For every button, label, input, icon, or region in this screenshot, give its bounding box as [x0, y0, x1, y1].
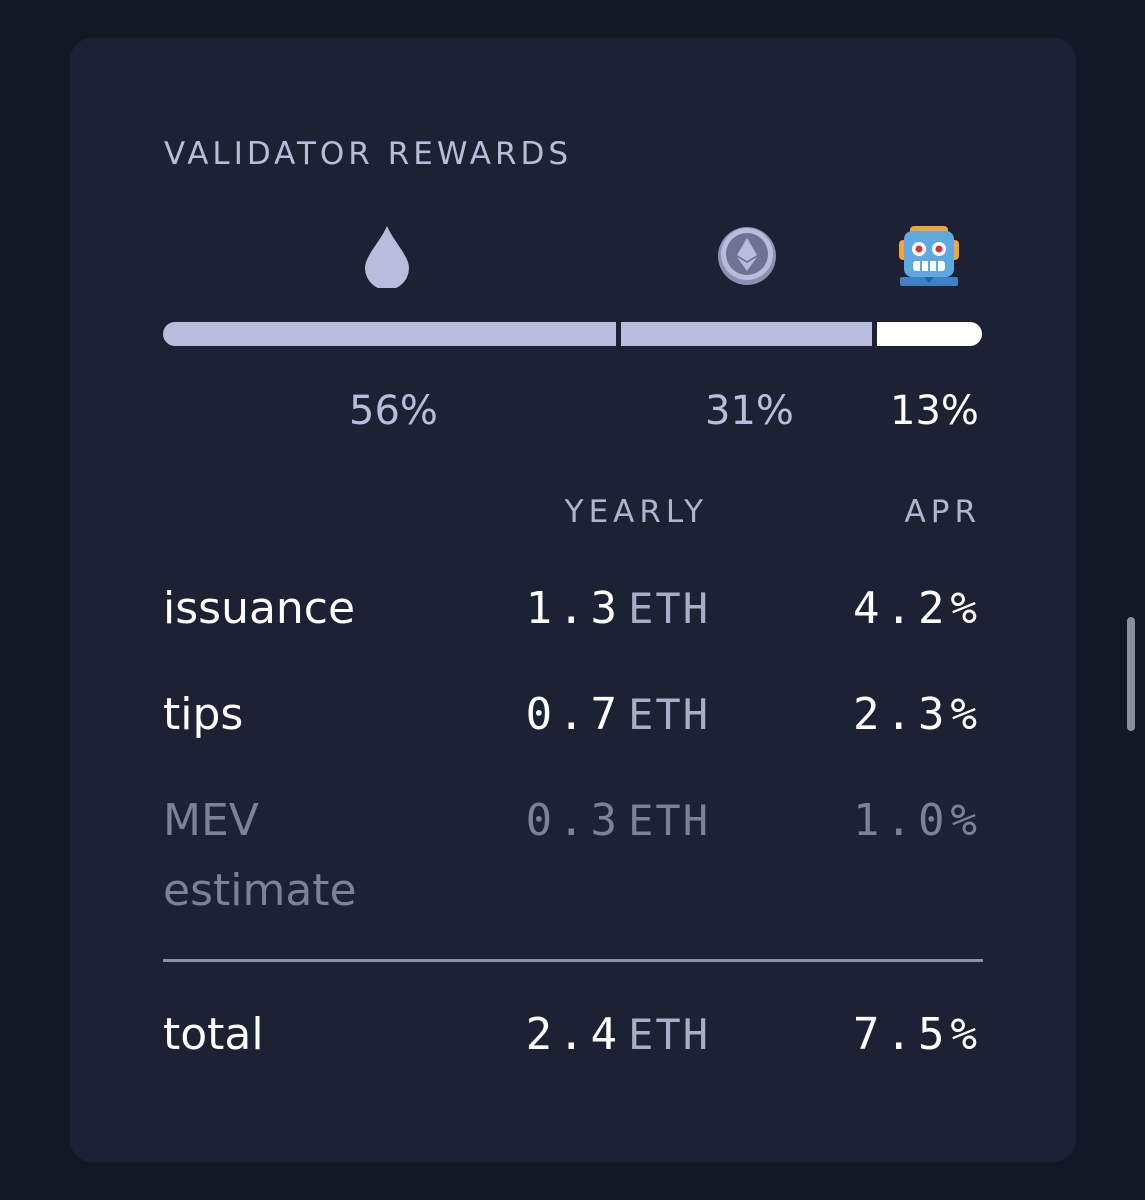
unit-label: ETH — [628, 796, 710, 845]
mev-row: MEV estimate 0.3 ETH 1.0% — [163, 786, 983, 936]
apr-value: 7.5% — [853, 1009, 983, 1060]
row-yearly: 2.4 ETH — [526, 1000, 710, 1079]
yearly-value: 1.3 — [525, 583, 624, 634]
robot-icon — [896, 224, 962, 288]
unit-label: ETH — [628, 1010, 710, 1059]
row-label: total — [163, 1009, 264, 1060]
validator-rewards-card: VALIDATOR REWARDS — [70, 38, 1076, 1162]
row-yearly: 0.7 ETH — [526, 680, 710, 759]
card-title: VALIDATOR REWARDS — [164, 136, 573, 172]
yearly-value: 0.3 — [525, 795, 624, 846]
issuance-segment — [163, 322, 617, 346]
tips-percent: 31% — [705, 388, 794, 434]
mev-segment — [876, 322, 982, 346]
total-row: total 2.4 ETH 7.5% — [163, 1000, 983, 1080]
yearly-value: 2.4 — [525, 1009, 624, 1060]
row-label: MEV estimate — [163, 795, 357, 916]
apr-value: 1.0% — [853, 795, 983, 846]
mev-percent: 13% — [890, 388, 979, 434]
tips-segment — [621, 322, 872, 346]
yearly-value: 0.7 — [525, 689, 624, 740]
unit-label: ETH — [628, 690, 710, 739]
unit-label: ETH — [628, 584, 710, 633]
total-divider — [163, 959, 983, 962]
apr-value: 4.2% — [853, 583, 983, 634]
row-yearly: 0.3 ETH — [526, 786, 710, 865]
drop-icon — [362, 224, 412, 290]
apr-column-header: APR — [904, 494, 981, 530]
ethereum-icon — [716, 224, 778, 288]
issuance-percent: 56% — [349, 388, 438, 434]
row-label: issuance — [163, 583, 356, 634]
row-yearly: 1.3 ETH — [526, 574, 710, 653]
row-label: tips — [163, 689, 244, 740]
rewards-distribution-bar — [163, 322, 982, 346]
apr-value: 2.3% — [853, 689, 983, 740]
tips-row: tips 0.7 ETH 2.3% — [163, 680, 983, 760]
scrollbar-thumb[interactable] — [1127, 617, 1135, 731]
issuance-row: issuance 1.3 ETH 4.2% — [163, 574, 983, 654]
yearly-column-header: YEARLY — [564, 494, 708, 530]
